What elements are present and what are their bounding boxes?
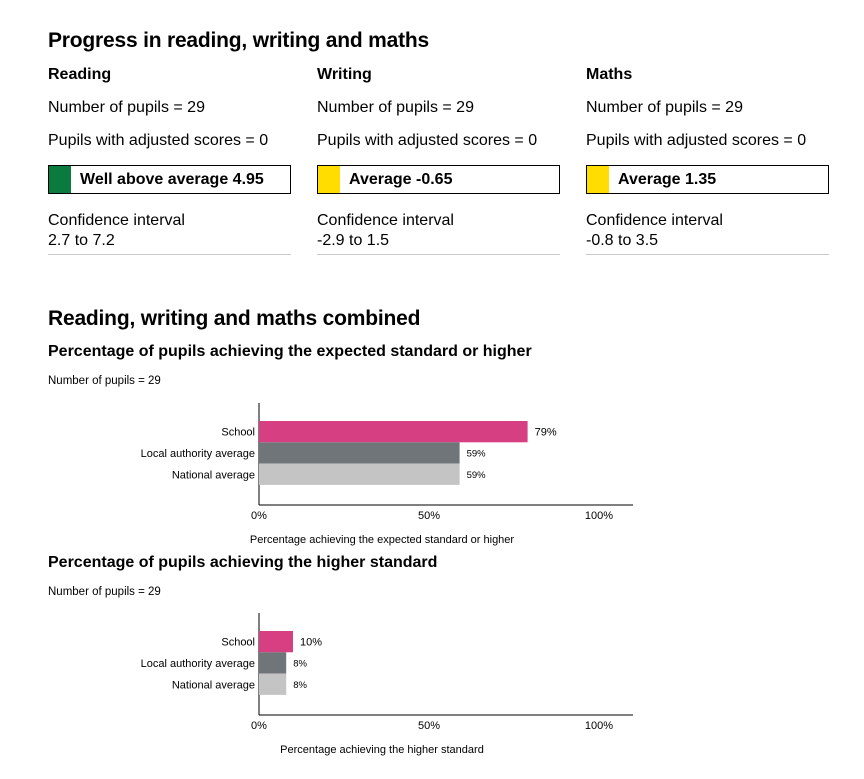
- bar-national-average: [259, 463, 460, 485]
- confidence-interval: Confidence interval 2.7 to 7.2: [48, 211, 291, 255]
- adjusted-scores: Pupils with adjusted scores = 0: [586, 132, 807, 149]
- expected-standard-chart: School 79% Local authority average 59% Natio…: [141, 403, 633, 546]
- data-label: 59%: [467, 448, 487, 459]
- data-label: 8%: [293, 658, 307, 669]
- category-label: National average: [172, 679, 255, 691]
- category-label: Local authority average: [141, 658, 255, 670]
- score-box: Well above average 4.95: [48, 165, 291, 194]
- confidence-interval: Confidence interval -0.8 to 3.5: [586, 211, 829, 255]
- x-axis-label: Percentage achieving the expected standa…: [250, 534, 515, 546]
- ci-value: 2.7 to 7.2: [48, 232, 115, 249]
- category-label: School: [221, 637, 255, 649]
- score-text: Average 1.35: [618, 170, 717, 188]
- chart1-title: Percentage of pupils achieving the expec…: [48, 343, 532, 360]
- chart2-title: Percentage of pupils achieving the highe…: [48, 554, 438, 571]
- score-color-swatch: [587, 166, 609, 193]
- data-label: 8%: [293, 680, 307, 691]
- score-box: Average 1.35: [586, 165, 829, 194]
- subject-column-reading: Reading Number of pupils = 29 Pupils wit…: [48, 64, 291, 255]
- ci-label: Confidence interval: [586, 212, 723, 229]
- score-text: Well above average 4.95: [80, 170, 264, 188]
- category-label: Local authority average: [141, 448, 255, 460]
- subject-column-writing: Writing Number of pupils = 29 Pupils wit…: [317, 64, 560, 255]
- ci-label: Confidence interval: [317, 212, 454, 229]
- chart2-subtitle: Number of pupils = 29: [48, 586, 161, 598]
- bar-local-authority-average: [259, 442, 460, 464]
- pupils-count: Number of pupils = 29: [317, 99, 474, 116]
- category-label: National average: [172, 469, 255, 481]
- adjusted-scores: Pupils with adjusted scores = 0: [48, 132, 269, 149]
- score-text: Average -0.65: [349, 170, 453, 188]
- progress-title: Progress in reading, writing and maths: [48, 29, 429, 52]
- pupils-count: Number of pupils = 29: [48, 99, 205, 116]
- confidence-interval: Confidence interval -2.9 to 1.5: [317, 211, 560, 255]
- data-label: 59%: [467, 470, 487, 481]
- ci-value: -2.9 to 1.5: [317, 232, 390, 249]
- chart1-subtitle: Number of pupils = 29: [48, 375, 161, 387]
- x-axis-label: Percentage achieving the higher standard: [280, 744, 484, 756]
- bar-national-average: [259, 673, 287, 695]
- x-tick-label: 50%: [418, 510, 440, 522]
- higher-standard-chart: School 10% Local authority average 8% Nation…: [141, 613, 633, 756]
- pupils-count: Number of pupils = 29: [586, 99, 743, 116]
- x-tick-label: 50%: [418, 720, 440, 732]
- x-tick-label: 100%: [585, 720, 613, 732]
- category-label: School: [221, 427, 255, 439]
- data-label: 10%: [300, 637, 322, 649]
- score-color-swatch: [49, 166, 71, 193]
- bar-school: [259, 421, 528, 443]
- ci-label: Confidence interval: [48, 212, 185, 229]
- bar-local-authority-average: [259, 652, 287, 674]
- subject-name: Writing: [317, 66, 372, 83]
- data-label: 79%: [535, 427, 557, 439]
- subject-column-maths: Maths Number of pupils = 29 Pupils with …: [586, 64, 829, 255]
- x-tick-label: 100%: [585, 510, 613, 522]
- subject-name: Maths: [586, 66, 633, 83]
- x-tick-label: 0%: [251, 510, 267, 522]
- x-tick-label: 0%: [251, 720, 267, 732]
- score-color-swatch: [318, 166, 340, 193]
- ci-value: -0.8 to 3.5: [586, 232, 659, 249]
- bar-school: [259, 631, 293, 653]
- score-box: Average -0.65: [317, 165, 560, 194]
- combined-title: Reading, writing and maths combined: [48, 307, 421, 330]
- adjusted-scores: Pupils with adjusted scores = 0: [317, 132, 538, 149]
- subject-name: Reading: [48, 66, 112, 83]
